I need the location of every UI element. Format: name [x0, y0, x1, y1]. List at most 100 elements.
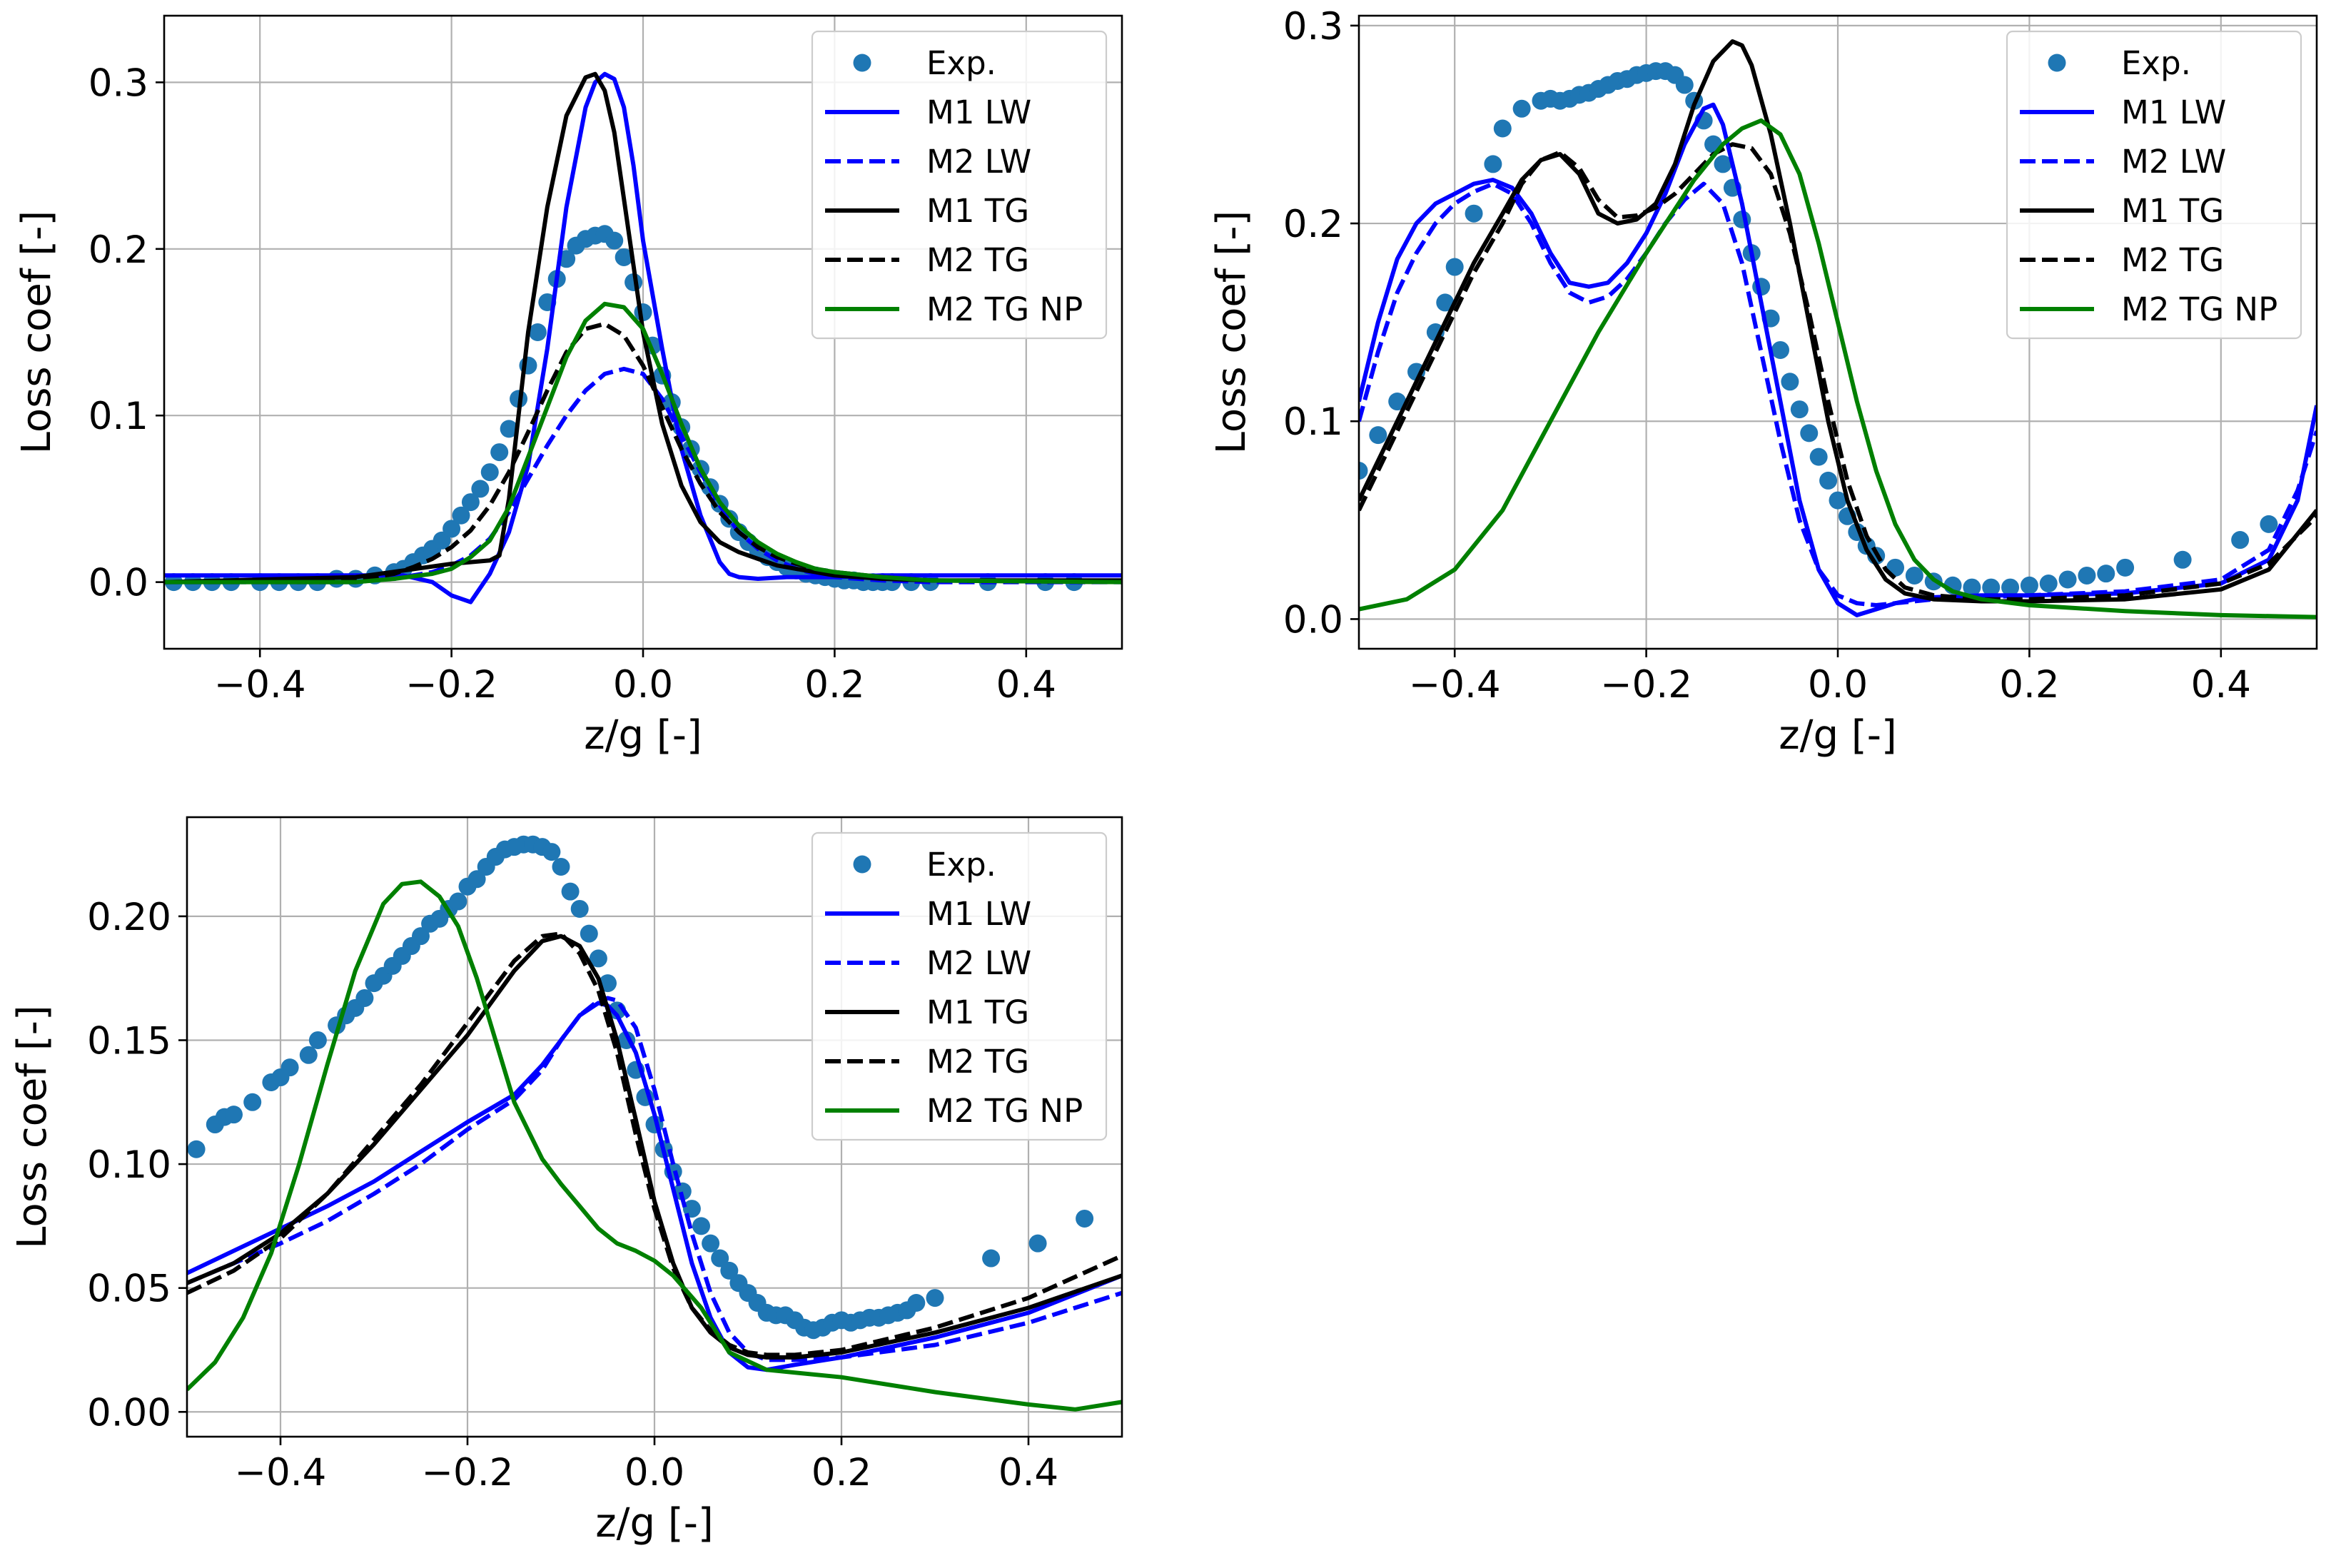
y-tick-label: 0.1 — [1283, 400, 1343, 444]
exp-data-point — [2058, 570, 2077, 589]
exp-data-point — [1790, 400, 1809, 419]
exp-data-point — [1819, 471, 1838, 490]
plot-area — [187, 835, 1122, 1412]
y-tick-label: 0.3 — [1283, 5, 1343, 49]
legend-label-m2-tg: M2 TG — [926, 241, 1029, 279]
exp-data-point — [412, 927, 430, 946]
y-tick-label: 0.05 — [87, 1268, 171, 1311]
legend-label-m2-lw: M2 LW — [2121, 143, 2226, 181]
x-tick-label: 0.4 — [998, 1451, 1058, 1494]
exp-data-point — [1465, 204, 1483, 223]
exp-data-point — [2260, 515, 2278, 533]
legend-label-exp: Exp. — [926, 44, 996, 82]
x-tick-label: −0.2 — [405, 663, 497, 707]
y-tick-label: 0.20 — [87, 896, 171, 939]
y-tick-label: 0.3 — [89, 61, 148, 105]
legend-label-exp: Exp. — [926, 846, 996, 884]
series-exp — [1359, 62, 2278, 597]
exp-data-point — [225, 1106, 243, 1124]
plot-area — [164, 71, 1122, 605]
exp-data-point — [1436, 293, 1455, 312]
x-tick-label: 0.0 — [1808, 663, 1868, 707]
exp-data-point — [280, 1058, 299, 1077]
exp-data-point — [1675, 76, 1694, 94]
exp-data-point — [467, 870, 486, 889]
plot-area — [1359, 39, 2317, 619]
exp-data-point — [1809, 447, 1828, 466]
x-tick-label: 0.2 — [804, 663, 864, 707]
series-line-m1-tg — [164, 71, 1122, 585]
x-axis-label: z/g [-] — [595, 1500, 714, 1547]
x-axis-label: z/g [-] — [1779, 712, 1897, 759]
exp-data-point — [702, 1234, 720, 1253]
chart-panel-3: −0.4 −0.2 0.0 0.2 0.4 0.00 0.05 0.10 0.15 0.20 z/g… — [9, 816, 1123, 1547]
x-tick-label: 0.2 — [1999, 663, 2059, 707]
exp-data-point — [1982, 578, 2001, 597]
x-tick-label: −0.2 — [422, 1451, 514, 1494]
exp-data-point — [907, 1294, 926, 1312]
exp-data-point — [443, 520, 461, 538]
legend-label-m2-tg-np: M2 TG NP — [2121, 290, 2277, 328]
exp-data-point — [1388, 393, 1407, 411]
exp-data-point — [1800, 424, 1819, 442]
exp-data-point — [1771, 340, 1789, 359]
exp-data-point — [308, 1031, 327, 1049]
legend-label-m1-tg: M1 TG — [926, 192, 1029, 230]
legend-label-m1-lw: M1 LW — [926, 93, 1031, 131]
exp-data-point — [1512, 99, 1531, 118]
exp-data-point — [461, 493, 480, 512]
y-tick-label: 0.0 — [1283, 598, 1343, 642]
exp-data-point — [982, 1249, 1001, 1268]
exp-data-point — [580, 924, 598, 943]
legend: Exp. M1 LW M2 LW M1 TG M2 TG M2 TG NP — [2006, 30, 2302, 340]
exp-data-point — [589, 949, 607, 968]
x-tick-label: −0.4 — [235, 1451, 327, 1494]
legend-label-m2-tg-np: M2 TG NP — [926, 290, 1083, 328]
legend-label-m2-lw: M2 LW — [926, 944, 1031, 982]
exp-data-point — [471, 480, 490, 498]
exp-data-point — [2039, 575, 2058, 593]
exp-data-point — [552, 857, 570, 876]
exp-data-point — [2173, 550, 2192, 569]
exp-data-point — [711, 1249, 729, 1268]
legend-marker-exp — [853, 855, 871, 874]
y-axis-label: Loss coef [-] — [9, 1005, 56, 1249]
exp-data-point — [2001, 578, 2020, 597]
series-line-m2-tg — [1359, 142, 2317, 602]
legend-marker-exp — [853, 54, 871, 72]
legend-box — [811, 30, 1108, 340]
x-tick-label: 0.4 — [2191, 663, 2251, 707]
exp-data-point — [926, 1289, 944, 1307]
exp-data-point — [1714, 155, 1732, 173]
exp-data-point — [1359, 462, 1368, 480]
legend-marker-exp — [2048, 54, 2066, 72]
y-tick-label: 0.00 — [87, 1391, 171, 1435]
legend-label-m1-lw: M1 LW — [926, 895, 1031, 933]
x-tick-label: 0.0 — [625, 1451, 684, 1494]
exp-data-point — [2231, 531, 2250, 550]
y-tick-label: 0.2 — [1283, 203, 1343, 246]
y-tick-label: 0.2 — [89, 228, 148, 272]
legend-label-m1-tg: M1 TG — [926, 993, 1029, 1031]
legend-label-m1-tg: M1 TG — [2121, 192, 2224, 230]
series-line-m2-tg — [187, 931, 1122, 1357]
x-tick-label: 0.2 — [811, 1451, 871, 1494]
y-tick-label: 0.15 — [87, 1019, 171, 1063]
chart-panel-2: −0.4 −0.2 0.0 0.2 0.4 0.0 0.1 0.2 0.3 z/g [-] Loss… — [1208, 5, 2318, 759]
x-tick-label: −0.2 — [1600, 663, 1692, 707]
exp-data-point — [449, 892, 467, 911]
legend: Exp. M1 LW M2 LW M1 TG M2 TG M2 TG NP — [811, 30, 1108, 340]
exp-data-point — [1829, 491, 1847, 510]
exp-data-point — [490, 443, 509, 462]
legend-label-m1-lw: M1 LW — [2121, 93, 2226, 131]
x-tick-label: 0.4 — [996, 663, 1056, 707]
legend-label-m2-tg: M2 TG — [926, 1043, 1029, 1081]
x-tick-label: 0.0 — [613, 663, 673, 707]
exp-data-point — [528, 323, 547, 341]
legend-label-m2-tg-np: M2 TG NP — [926, 1092, 1083, 1130]
y-axis-label: Loss coef [-] — [14, 211, 60, 455]
series-line-m2-tg-np — [164, 301, 1122, 585]
exp-data-point — [299, 1046, 318, 1064]
series-line-m2-tg-np — [187, 879, 1122, 1412]
